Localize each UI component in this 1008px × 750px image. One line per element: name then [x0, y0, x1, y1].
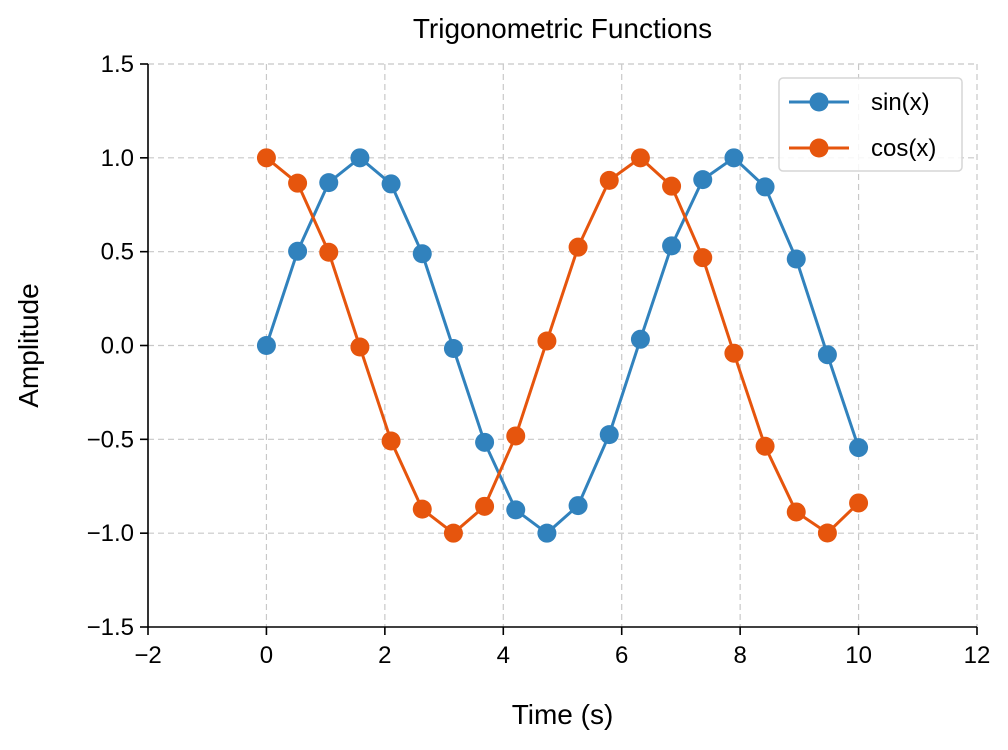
data-point	[630, 148, 650, 168]
y-tick-label: 0.5	[101, 239, 134, 266]
data-point	[755, 436, 775, 456]
x-tick-label: 10	[845, 642, 872, 669]
data-point	[662, 176, 682, 196]
x-tick-label: 8	[733, 642, 746, 669]
data-point	[599, 170, 619, 190]
data-point	[412, 244, 432, 264]
data-point	[693, 170, 713, 190]
series-cos	[256, 148, 869, 543]
data-point	[568, 237, 588, 257]
data-point	[537, 523, 557, 543]
x-tick-label: 2	[378, 642, 391, 669]
data-point	[786, 249, 806, 269]
legend-label: sin(x)	[871, 89, 930, 116]
legend-marker	[809, 92, 829, 112]
data-point	[288, 241, 308, 261]
data-point	[599, 425, 619, 445]
x-tick-label: −2	[134, 642, 161, 669]
data-point	[381, 174, 401, 194]
data-point	[475, 432, 495, 452]
data-point	[817, 345, 837, 365]
data-point	[381, 431, 401, 451]
data-point	[288, 173, 308, 193]
data-point	[256, 336, 276, 355]
x-tick-label: 6	[615, 642, 628, 669]
data-point	[849, 493, 869, 513]
legend: sin(x) cos(x)	[778, 77, 963, 172]
data-point	[350, 148, 370, 168]
x-tick-label: 0	[260, 642, 273, 669]
y-tick-label: 0.0	[101, 333, 134, 360]
y-tick-label: −1.0	[87, 520, 134, 547]
series-sin	[256, 148, 869, 543]
data-point	[693, 248, 713, 268]
legend-item: sin(x)	[789, 89, 930, 116]
data-point	[443, 339, 463, 359]
x-ticks: −2 0 2 4 6 8 10 12	[134, 627, 990, 669]
grid	[148, 63, 978, 627]
data-point	[350, 337, 370, 357]
data-point	[817, 523, 837, 543]
y-tick-label: 1.5	[101, 51, 134, 78]
data-point	[724, 148, 744, 168]
chart-title: Trigonometric Functions	[413, 13, 712, 44]
data-point	[319, 242, 339, 262]
data-point	[724, 343, 744, 363]
data-point	[412, 499, 432, 519]
series	[256, 148, 869, 543]
data-point	[506, 426, 526, 446]
data-point	[755, 177, 775, 197]
data-point	[786, 502, 806, 522]
y-tick-label: −1.5	[87, 614, 134, 641]
data-point	[319, 173, 339, 193]
series-line	[265, 155, 860, 536]
data-point	[630, 329, 650, 349]
x-tick-label: 4	[497, 642, 510, 669]
legend-item: cos(x)	[789, 135, 936, 162]
y-tick-label: −0.5	[87, 426, 134, 453]
data-point	[568, 496, 588, 516]
data-point	[443, 523, 463, 543]
x-tick-label: 12	[964, 642, 991, 669]
data-point	[662, 236, 682, 256]
y-axis-label: Amplitude	[13, 283, 44, 408]
data-point	[475, 496, 495, 516]
data-point	[537, 331, 557, 351]
legend-marker	[809, 138, 829, 158]
data-point	[256, 148, 276, 168]
y-ticks: −1.5 −1.0 −0.5 0.0 0.5 1.0 1.5	[87, 51, 148, 641]
x-axis-label: Time (s)	[512, 699, 614, 730]
legend-label: cos(x)	[871, 135, 936, 162]
y-tick-label: 1.0	[101, 145, 134, 172]
data-point	[849, 438, 869, 458]
data-point	[506, 500, 526, 520]
